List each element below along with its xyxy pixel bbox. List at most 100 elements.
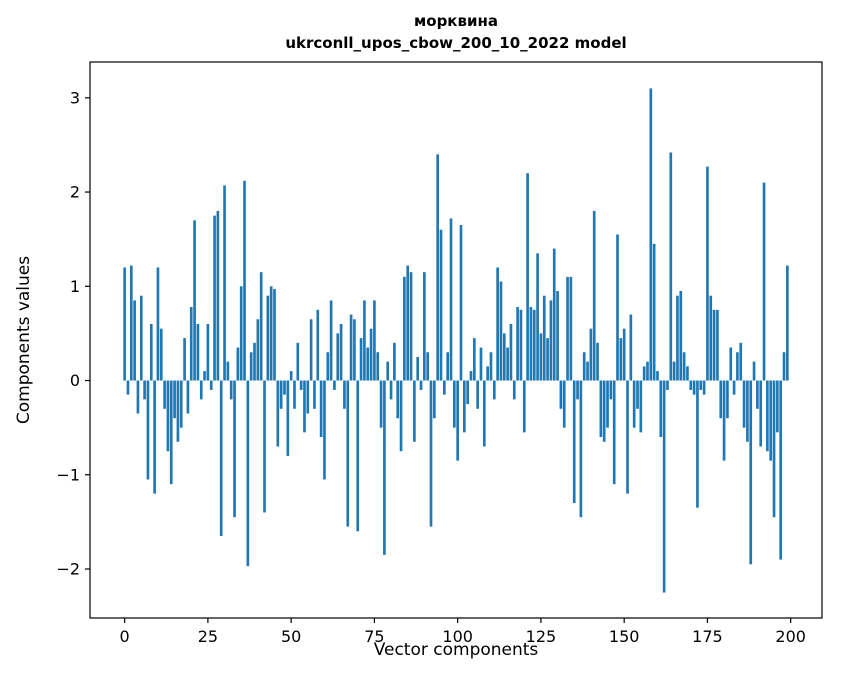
bar <box>356 380 360 532</box>
bar <box>752 361 756 381</box>
bar <box>659 380 663 438</box>
bar <box>672 361 676 381</box>
x-tick-label: 0 <box>120 627 130 646</box>
bar <box>219 380 223 537</box>
bar <box>439 229 443 381</box>
bar <box>233 380 236 518</box>
bar <box>726 380 729 419</box>
bar <box>709 295 713 381</box>
bar <box>662 380 666 593</box>
x-tick-label: 200 <box>775 627 806 646</box>
bar <box>549 300 553 381</box>
bar <box>286 380 290 456</box>
bar <box>139 295 143 381</box>
bar <box>582 352 586 381</box>
bar <box>163 380 166 409</box>
bar <box>779 380 783 560</box>
bar <box>409 272 413 381</box>
bar <box>622 328 626 381</box>
bar <box>472 338 476 381</box>
bar <box>276 380 280 447</box>
bar <box>656 371 659 381</box>
bar <box>589 328 593 381</box>
chart-title-block: морквина ukrconll_upos_cbow_200_10_2022 … <box>90 10 822 54</box>
chart-title: морквина <box>414 12 498 30</box>
bar <box>666 380 669 390</box>
bar <box>722 380 726 461</box>
bar <box>629 314 633 381</box>
bar <box>429 380 433 527</box>
bar <box>223 185 226 381</box>
bar <box>369 328 373 381</box>
y-tick-label: 2 <box>70 183 80 202</box>
bar <box>143 380 146 400</box>
y-tick-label: 0 <box>70 371 80 390</box>
bar <box>466 380 469 405</box>
bar <box>243 180 246 381</box>
bar <box>166 380 170 452</box>
bar <box>273 289 276 381</box>
bar <box>353 319 356 381</box>
bar <box>516 307 519 381</box>
bar <box>456 380 459 461</box>
bar <box>236 347 240 381</box>
bar <box>546 338 549 381</box>
bar <box>729 347 733 381</box>
bar <box>383 380 386 555</box>
bar <box>576 380 579 400</box>
bar <box>449 218 453 381</box>
bar <box>349 314 353 381</box>
bar <box>612 380 616 485</box>
bar <box>266 295 270 381</box>
bar <box>492 380 496 400</box>
bar <box>386 361 390 381</box>
bar <box>572 380 576 504</box>
bar <box>542 295 546 381</box>
bar <box>129 265 133 381</box>
bar <box>586 361 589 381</box>
bar <box>732 380 736 395</box>
bar <box>226 361 230 381</box>
bar <box>462 380 466 433</box>
bar <box>173 380 176 419</box>
bar <box>529 307 533 381</box>
bar <box>183 338 186 381</box>
bar <box>486 366 489 381</box>
bar <box>206 323 210 381</box>
bar <box>416 356 420 381</box>
y-axis-label: Components values <box>14 255 34 425</box>
bar <box>186 380 190 414</box>
bar <box>423 272 426 381</box>
bar <box>176 380 180 442</box>
bar <box>762 182 766 381</box>
bar <box>393 342 396 381</box>
bar <box>403 276 406 381</box>
bar <box>639 380 643 433</box>
bar <box>606 380 609 428</box>
bar <box>652 243 656 381</box>
bar <box>559 380 563 409</box>
bar <box>506 347 509 381</box>
bar <box>686 366 689 381</box>
bar <box>552 248 556 381</box>
bar <box>602 380 606 442</box>
bar <box>712 309 716 381</box>
x-tick-label: 50 <box>281 627 301 646</box>
bar <box>496 267 499 381</box>
bar <box>772 380 776 518</box>
bar <box>123 267 126 381</box>
bar <box>126 380 130 395</box>
bar <box>249 352 253 381</box>
bar <box>706 166 709 381</box>
bar <box>536 253 539 381</box>
bar <box>149 323 153 381</box>
x-axis-label: Vector components <box>373 640 539 660</box>
bar <box>509 323 513 381</box>
bar <box>323 380 326 480</box>
bar <box>199 380 203 400</box>
bar <box>443 380 446 395</box>
bar <box>756 380 759 409</box>
x-tick-label: 175 <box>692 627 723 646</box>
